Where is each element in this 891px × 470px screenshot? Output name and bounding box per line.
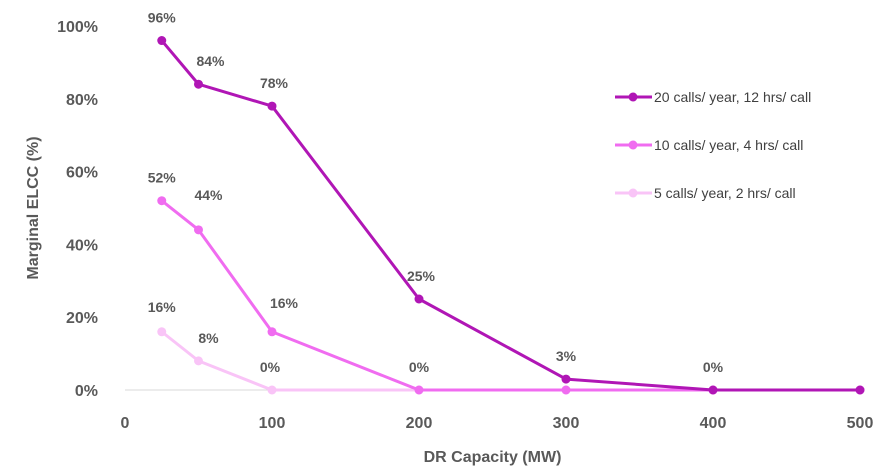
x-tick-label: 300 [553, 415, 580, 432]
legend-swatch-marker [628, 140, 638, 150]
legend-item: 10 calls/ year, 4 hrs/ call [615, 137, 803, 153]
data-point [194, 79, 203, 89]
data-label: 44% [194, 187, 223, 203]
legend-swatch-marker [628, 92, 638, 102]
x-tick-label: 100 [259, 415, 286, 432]
y-tick-label: 20% [66, 310, 98, 327]
data-label: 25% [407, 268, 436, 284]
data-point [855, 385, 865, 395]
x-tick-label: 400 [700, 415, 727, 432]
y-tick-label: 60% [66, 165, 98, 182]
y-tick-label: 100% [57, 19, 98, 36]
data-point [157, 196, 167, 206]
x-axis-ticks: 0 100 200 300 400 500 [121, 415, 874, 432]
data-label: 8% [198, 330, 219, 346]
series-1 [157, 36, 865, 395]
data-label: 0% [703, 359, 724, 375]
data-point [414, 385, 424, 395]
legend-label: 20 calls/ year, 12 hrs/ call [654, 89, 811, 105]
data-point [194, 225, 203, 235]
data-point [267, 385, 277, 395]
data-label: 96% [148, 10, 177, 26]
data-point [157, 36, 167, 46]
data-label: 0% [260, 359, 281, 375]
y-tick-label: 40% [66, 237, 98, 254]
x-tick-label: 500 [847, 415, 874, 432]
data-label: 0% [409, 359, 430, 375]
data-label: 16% [270, 295, 299, 311]
x-axis-title: DR Capacity (MW) [424, 449, 562, 466]
data-point [194, 356, 203, 366]
data-label: 78% [260, 75, 289, 91]
data-point [708, 385, 718, 395]
x-tick-label: 200 [406, 415, 433, 432]
data-label: 52% [148, 170, 177, 186]
data-point [561, 374, 571, 384]
series-layer [157, 36, 865, 395]
data-point [561, 385, 571, 395]
legend-label: 5 calls/ year, 2 hrs/ call [654, 185, 796, 201]
data-label: 84% [196, 53, 225, 69]
data-label: 16% [148, 299, 177, 315]
data-point [267, 327, 277, 337]
y-tick-label: 80% [66, 92, 98, 109]
y-tick-label: 0% [75, 383, 98, 400]
data-point [267, 101, 277, 111]
legend-item: 5 calls/ year, 2 hrs/ call [615, 185, 796, 201]
data-point [157, 327, 167, 337]
data-point [414, 294, 424, 304]
legend-item: 20 calls/ year, 12 hrs/ call [615, 89, 811, 105]
legend-label: 10 calls/ year, 4 hrs/ call [654, 137, 803, 153]
legend: 20 calls/ year, 12 hrs/ call 10 calls/ ye… [615, 89, 811, 201]
y-axis-title: Marginal ELCC (%) [25, 136, 42, 279]
legend-swatch-marker [628, 188, 638, 198]
x-tick-label: 0 [121, 415, 130, 432]
y-axis-ticks: 0% 20% 40% 60% 80% 100% [57, 19, 98, 400]
data-label: 3% [556, 348, 577, 364]
data-labels: 96% 84% 78% 25% 3% 0% 52% 44% 16% 0% 16% 8% 0% [148, 10, 724, 375]
